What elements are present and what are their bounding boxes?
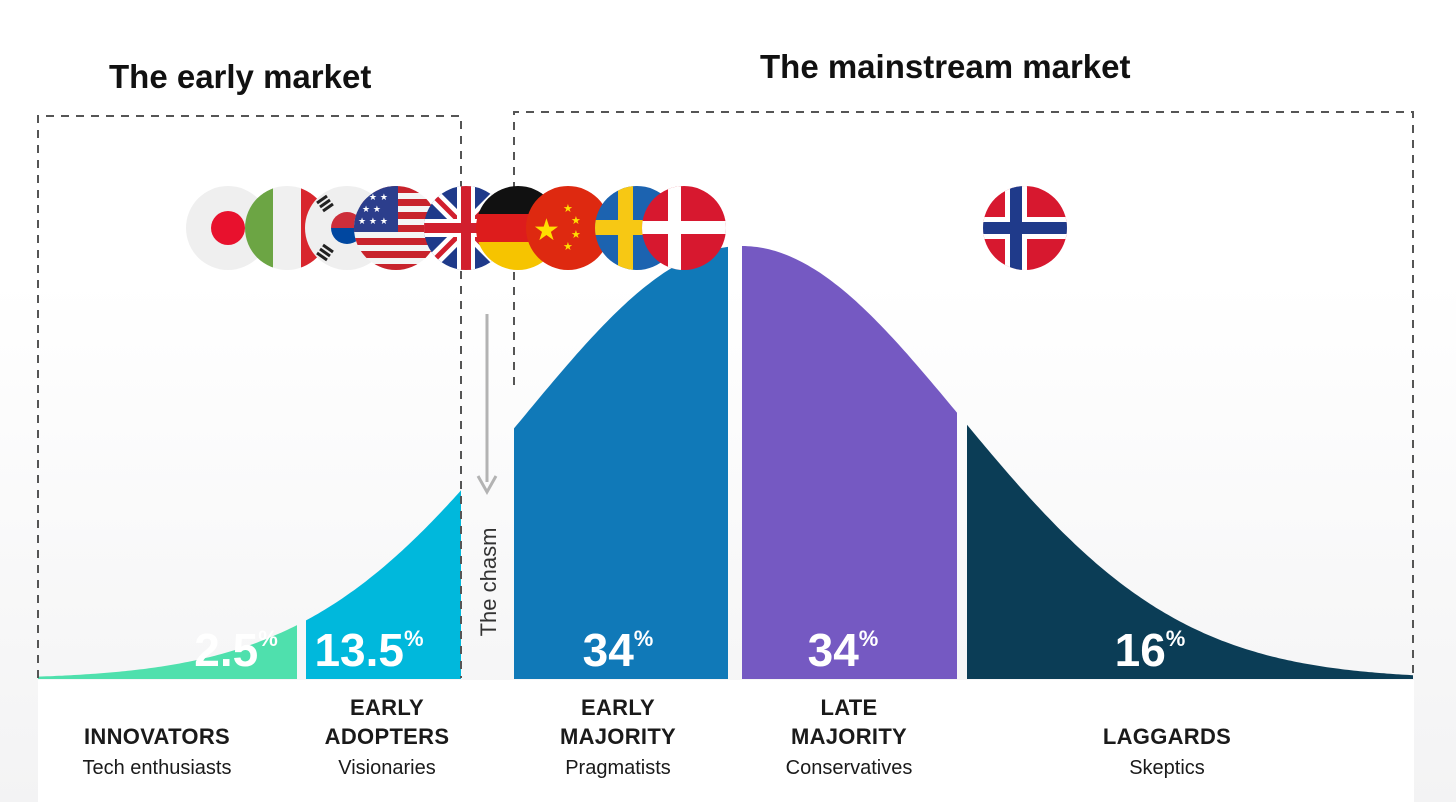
flags-row: ★ ★ ★ ★ ★ ★ ★ ★ ★	[186, 186, 1067, 270]
curve-segment-innovators	[38, 625, 297, 679]
svg-text:★: ★	[533, 213, 560, 248]
chasm-label: The chasm	[476, 528, 501, 637]
usa-flag-icon: ★ ★ ★ ★ ★ ★ ★ ★	[354, 186, 438, 270]
norway-flag-icon	[983, 186, 1067, 270]
segment-description: Conservatives	[785, 757, 913, 779]
early-market-box	[37, 115, 462, 678]
segment-name: EARLY MAJORITY	[559, 695, 677, 749]
segment-description: Tech enthusiasts	[82, 757, 232, 779]
segment-label-late-majority: LATE MAJORITY Conservatives	[786, 693, 913, 780]
segment-description: Pragmatists	[565, 757, 671, 779]
percentage-label: 13.5%	[314, 624, 423, 676]
svg-text:★ ★ ★: ★ ★ ★	[358, 217, 388, 227]
svg-text:★: ★	[563, 240, 573, 253]
curve-segment-early-adopters	[306, 490, 461, 679]
svg-text:★ ★ ★: ★ ★ ★	[358, 193, 388, 203]
percentage-label: 16%	[1115, 624, 1186, 676]
svg-text:★ ★: ★ ★	[362, 205, 381, 215]
segment-label-early-adopters: EARLY ADOPTERS Visionaries	[325, 693, 450, 780]
percentage-label: 34%	[583, 624, 654, 676]
segment-description: Visionaries	[338, 757, 436, 779]
percentage-label: 2.5%	[194, 624, 278, 676]
segment-name: INNOVATORS	[83, 724, 231, 749]
curve-segment-late-majority	[742, 246, 957, 679]
segment-label-early-majority: EARLY MAJORITY Pragmatists	[560, 693, 676, 780]
label-area	[38, 680, 1414, 802]
denmark-flag-icon	[642, 186, 726, 270]
chasm-arrow-icon	[476, 314, 498, 496]
segment-label-innovators: INNOVATORS Tech enthusiasts	[83, 722, 232, 780]
italy-flag-icon	[245, 186, 329, 270]
svg-text:★: ★	[571, 214, 581, 227]
svg-text:★: ★	[563, 202, 573, 215]
percentage-label: 34%	[808, 624, 879, 676]
svg-text:★: ★	[571, 228, 581, 241]
segment-label-laggards: LAGGARDS Skeptics	[1103, 722, 1231, 780]
mainstream-market-title: The mainstream market	[760, 48, 1131, 85]
segment-description: Skeptics	[1129, 757, 1205, 779]
segment-name: EARLY ADOPTERS	[324, 695, 450, 749]
curve-segment-laggards	[967, 424, 1413, 679]
early-market-title: The early market	[109, 58, 372, 95]
segment-name: LAGGARDS	[1102, 724, 1232, 749]
segment-name: LATE MAJORITY	[790, 695, 908, 749]
curve-segment-early-majority	[514, 246, 728, 679]
